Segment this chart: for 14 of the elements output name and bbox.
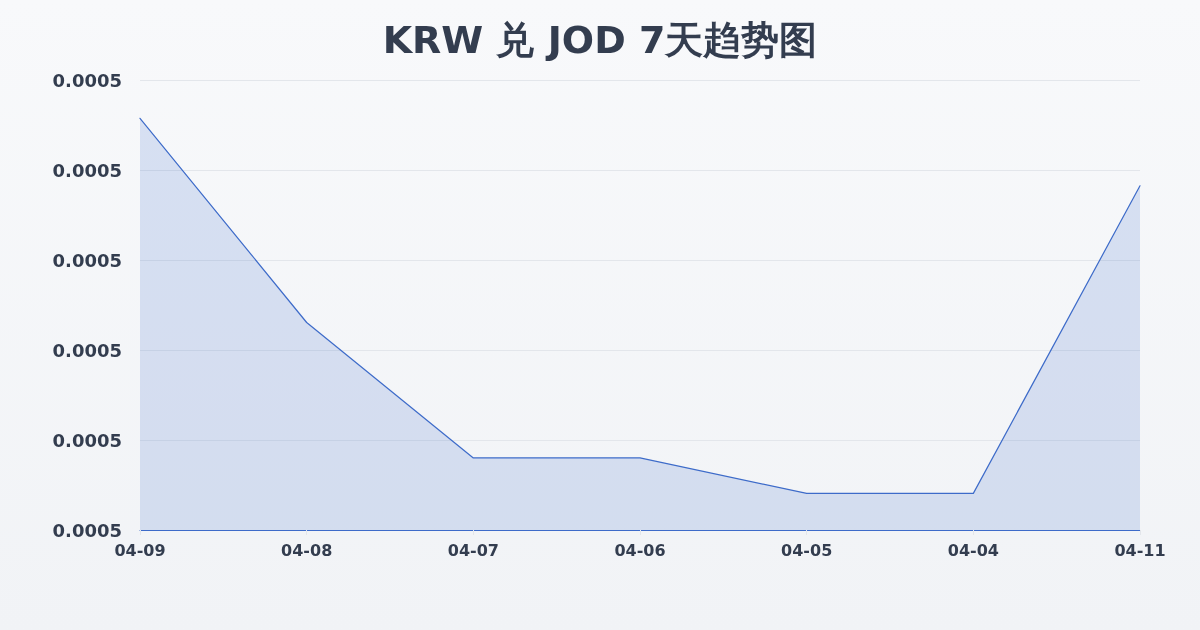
x-tick-label: 04-08 <box>281 540 333 560</box>
x-tick-label: 04-06 <box>614 540 666 560</box>
chart-title: KRW 兑 JOD 7天趋势图 <box>382 18 818 62</box>
x-tick-label: 04-11 <box>1114 540 1166 560</box>
x-tick-label: 04-05 <box>781 540 833 560</box>
text: 0.0005 <box>52 429 122 451</box>
text: 0.0005 <box>52 339 122 361</box>
x-tick-label: 04-09 <box>114 540 166 560</box>
text: 0.0005 <box>52 249 122 271</box>
x-tick-label: 04-07 <box>447 540 499 560</box>
x-tick-label: 04-04 <box>947 540 999 560</box>
text: 0.0005 <box>52 69 122 91</box>
text: 0.0005 <box>52 159 122 181</box>
text: 0.0005 <box>52 519 122 541</box>
